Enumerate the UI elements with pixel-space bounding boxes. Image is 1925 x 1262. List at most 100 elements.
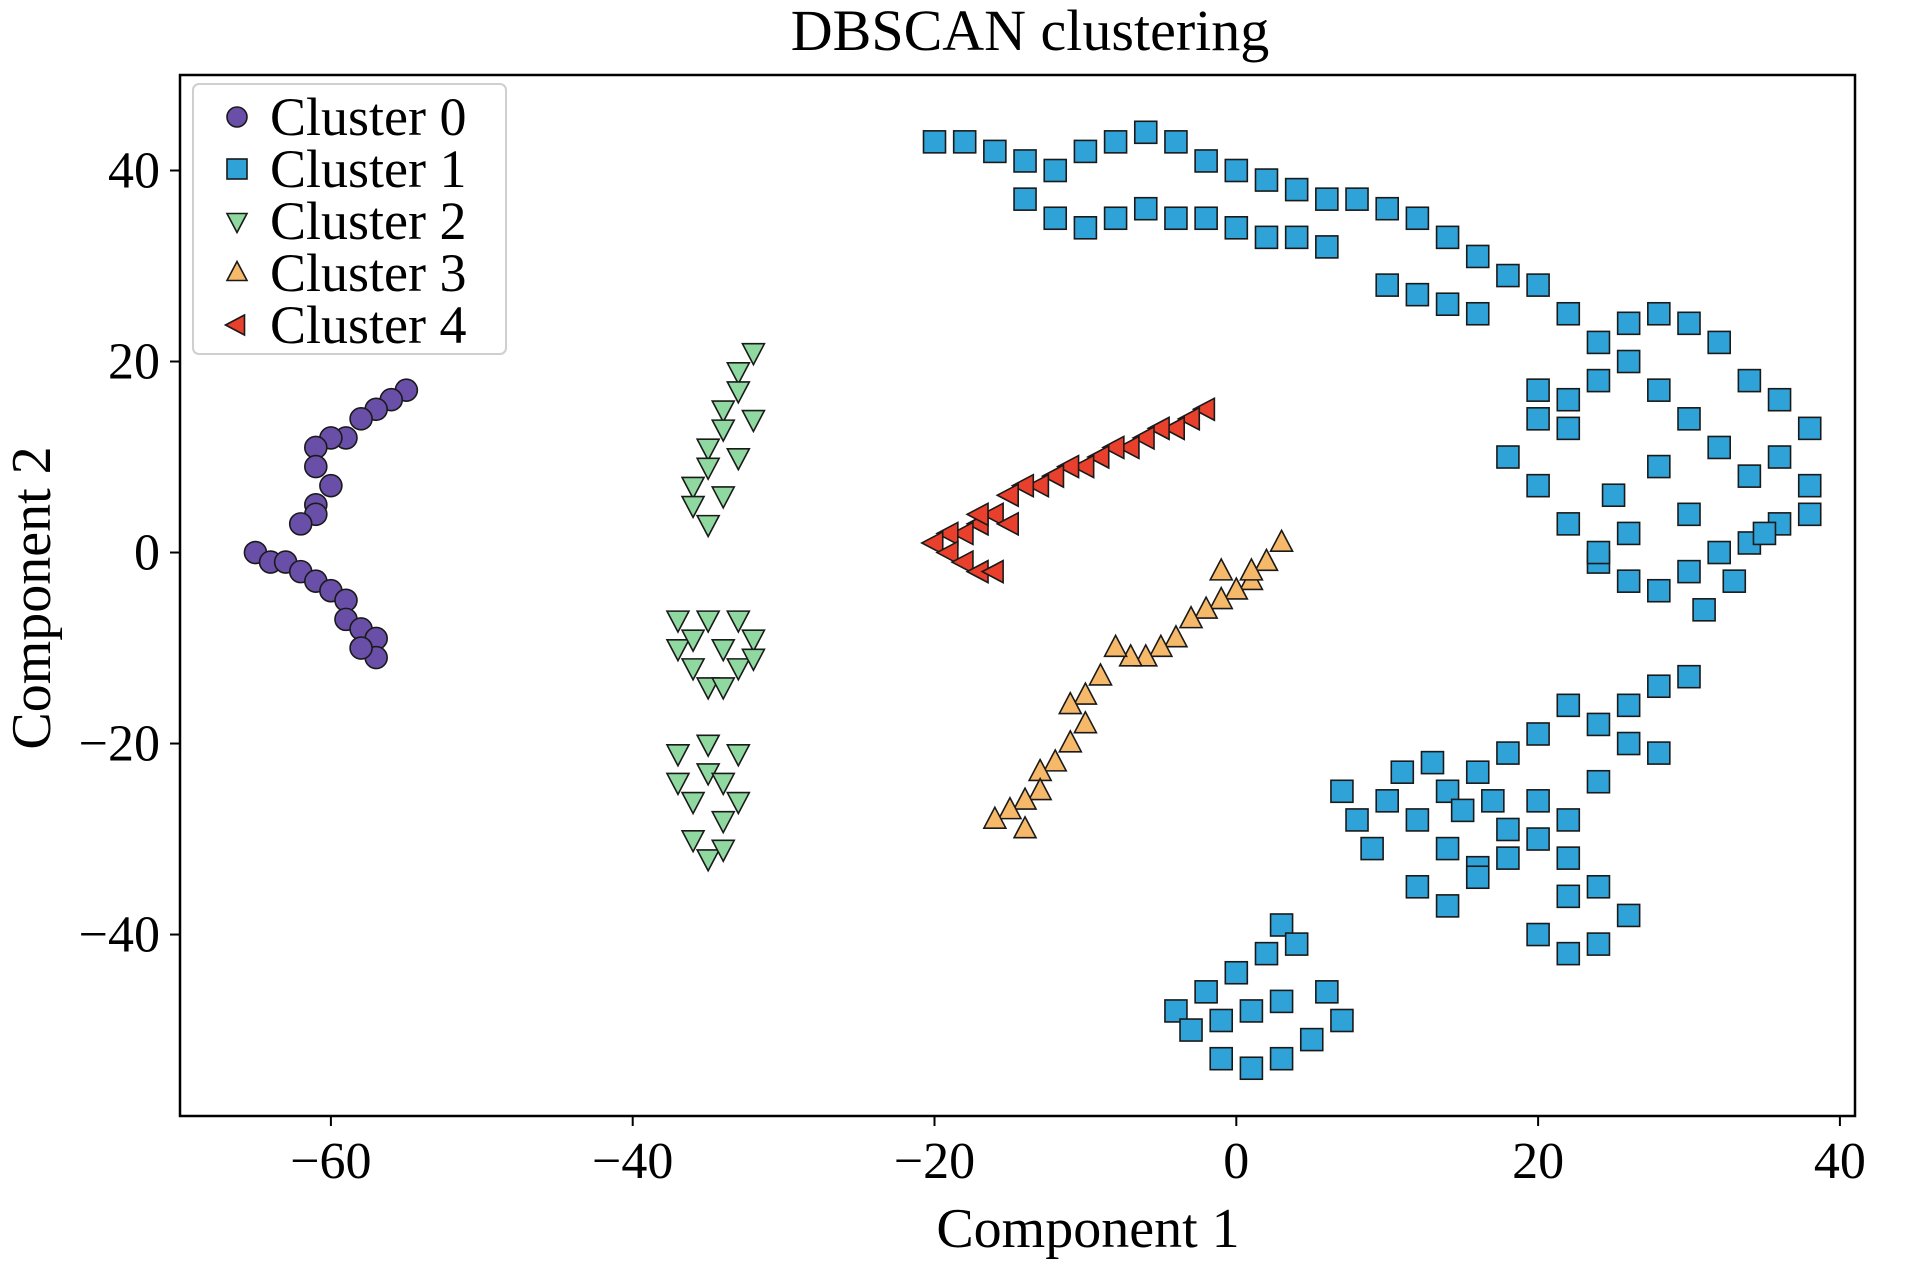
- data-point: [741, 648, 766, 672]
- data-point: [995, 511, 1020, 537]
- legend-item-cluster-3: Cluster 3: [225, 243, 467, 303]
- series-cluster-2: [665, 342, 766, 873]
- data-point: [680, 791, 706, 816]
- data-point: [1647, 454, 1671, 479]
- data-point: [1131, 425, 1155, 451]
- legend-label: Cluster 3: [270, 243, 467, 303]
- data-point: [695, 734, 721, 758]
- data-point: [1055, 454, 1080, 479]
- data-point: [665, 638, 691, 663]
- data-point: [1707, 435, 1731, 460]
- data-point: [1677, 311, 1701, 336]
- data-point: [1526, 273, 1550, 297]
- data-point: [922, 130, 947, 154]
- data-point: [1752, 521, 1777, 546]
- data-point: [1586, 368, 1611, 393]
- data-point: [1043, 206, 1068, 231]
- data-point: [1164, 999, 1188, 1023]
- data-point: [1116, 435, 1140, 460]
- data-point: [1010, 473, 1035, 498]
- data-point: [304, 454, 328, 479]
- data-point: [1161, 416, 1185, 441]
- data-point: [1647, 378, 1671, 402]
- data-point: [1707, 330, 1731, 355]
- data-point: [950, 521, 974, 546]
- data-point: [1254, 225, 1279, 250]
- data-point: [680, 629, 706, 653]
- data-point: [1269, 989, 1294, 1014]
- series-cluster-3: [982, 528, 1294, 839]
- data-point: [1496, 817, 1520, 842]
- data-point: [1073, 681, 1098, 705]
- data-point: [1040, 463, 1065, 489]
- data-point: [1375, 789, 1400, 813]
- data-point: [1526, 789, 1550, 813]
- legend-item-cluster-0: Cluster 0: [226, 87, 467, 147]
- data-point: [1057, 729, 1083, 753]
- data-point: [1616, 693, 1641, 718]
- data-point: [1556, 884, 1581, 909]
- data-point: [726, 744, 751, 768]
- legend-item-cluster-1: Cluster 1: [226, 139, 467, 199]
- data-point: [1269, 913, 1294, 937]
- data-point: [1013, 187, 1037, 211]
- data-point: [1025, 473, 1050, 498]
- y-tick-label: −40: [79, 907, 160, 964]
- data-point: [695, 610, 721, 634]
- data-point: [1148, 633, 1174, 658]
- data-point: [1073, 139, 1098, 164]
- data-point: [1496, 263, 1520, 288]
- x-tick-label: −40: [592, 1133, 673, 1190]
- y-tick-label: 40: [108, 143, 160, 200]
- data-point: [1586, 932, 1611, 956]
- data-point: [665, 610, 691, 634]
- data-point: [710, 400, 736, 424]
- data-point: [1450, 798, 1475, 823]
- data-point: [1526, 922, 1550, 947]
- data-point: [1284, 932, 1309, 956]
- y-tick-label: 20: [108, 334, 160, 391]
- data-point: [1043, 158, 1068, 183]
- data-point: [1692, 598, 1716, 622]
- data-point: [1194, 980, 1218, 1004]
- data-point: [1224, 960, 1249, 985]
- data-point: [1027, 776, 1053, 801]
- data-point: [710, 839, 736, 863]
- data-point: [1435, 292, 1460, 317]
- data-point: [1465, 865, 1490, 890]
- data-point: [349, 636, 373, 660]
- data-point: [1284, 177, 1309, 202]
- data-point: [1435, 779, 1460, 804]
- x-tick-label: 40: [1814, 1133, 1866, 1190]
- data-point: [1737, 368, 1762, 393]
- x-axis-label: Component 1: [936, 1198, 1239, 1260]
- legend-item-cluster-2: Cluster 2: [225, 191, 467, 251]
- data-point: [1465, 301, 1490, 326]
- data-point: [1042, 748, 1068, 772]
- data-point: [1164, 130, 1188, 154]
- data-point: [1616, 903, 1641, 928]
- data-point: [1465, 244, 1490, 269]
- data-point: [1178, 605, 1204, 629]
- data-point: [1556, 301, 1581, 326]
- data-point: [680, 476, 706, 501]
- data-point: [1677, 407, 1701, 431]
- data-point: [1526, 473, 1550, 498]
- data-point: [1616, 731, 1641, 756]
- data-point: [1330, 1008, 1354, 1033]
- legend-item-cluster-4: Cluster 4: [223, 295, 467, 355]
- y-tick-label: −20: [79, 716, 160, 773]
- data-point: [1254, 168, 1279, 192]
- legend-marker: [225, 212, 249, 235]
- data-point: [1435, 894, 1460, 918]
- data-point: [1284, 225, 1309, 250]
- data-point: [1375, 273, 1400, 297]
- data-point: [710, 486, 736, 510]
- legend-marker: [225, 259, 249, 282]
- data-point: [1133, 120, 1158, 145]
- data-point: [1556, 416, 1581, 441]
- data-point: [1375, 196, 1400, 221]
- data-point: [665, 744, 691, 768]
- data-point: [1647, 578, 1671, 603]
- data-point: [952, 130, 977, 154]
